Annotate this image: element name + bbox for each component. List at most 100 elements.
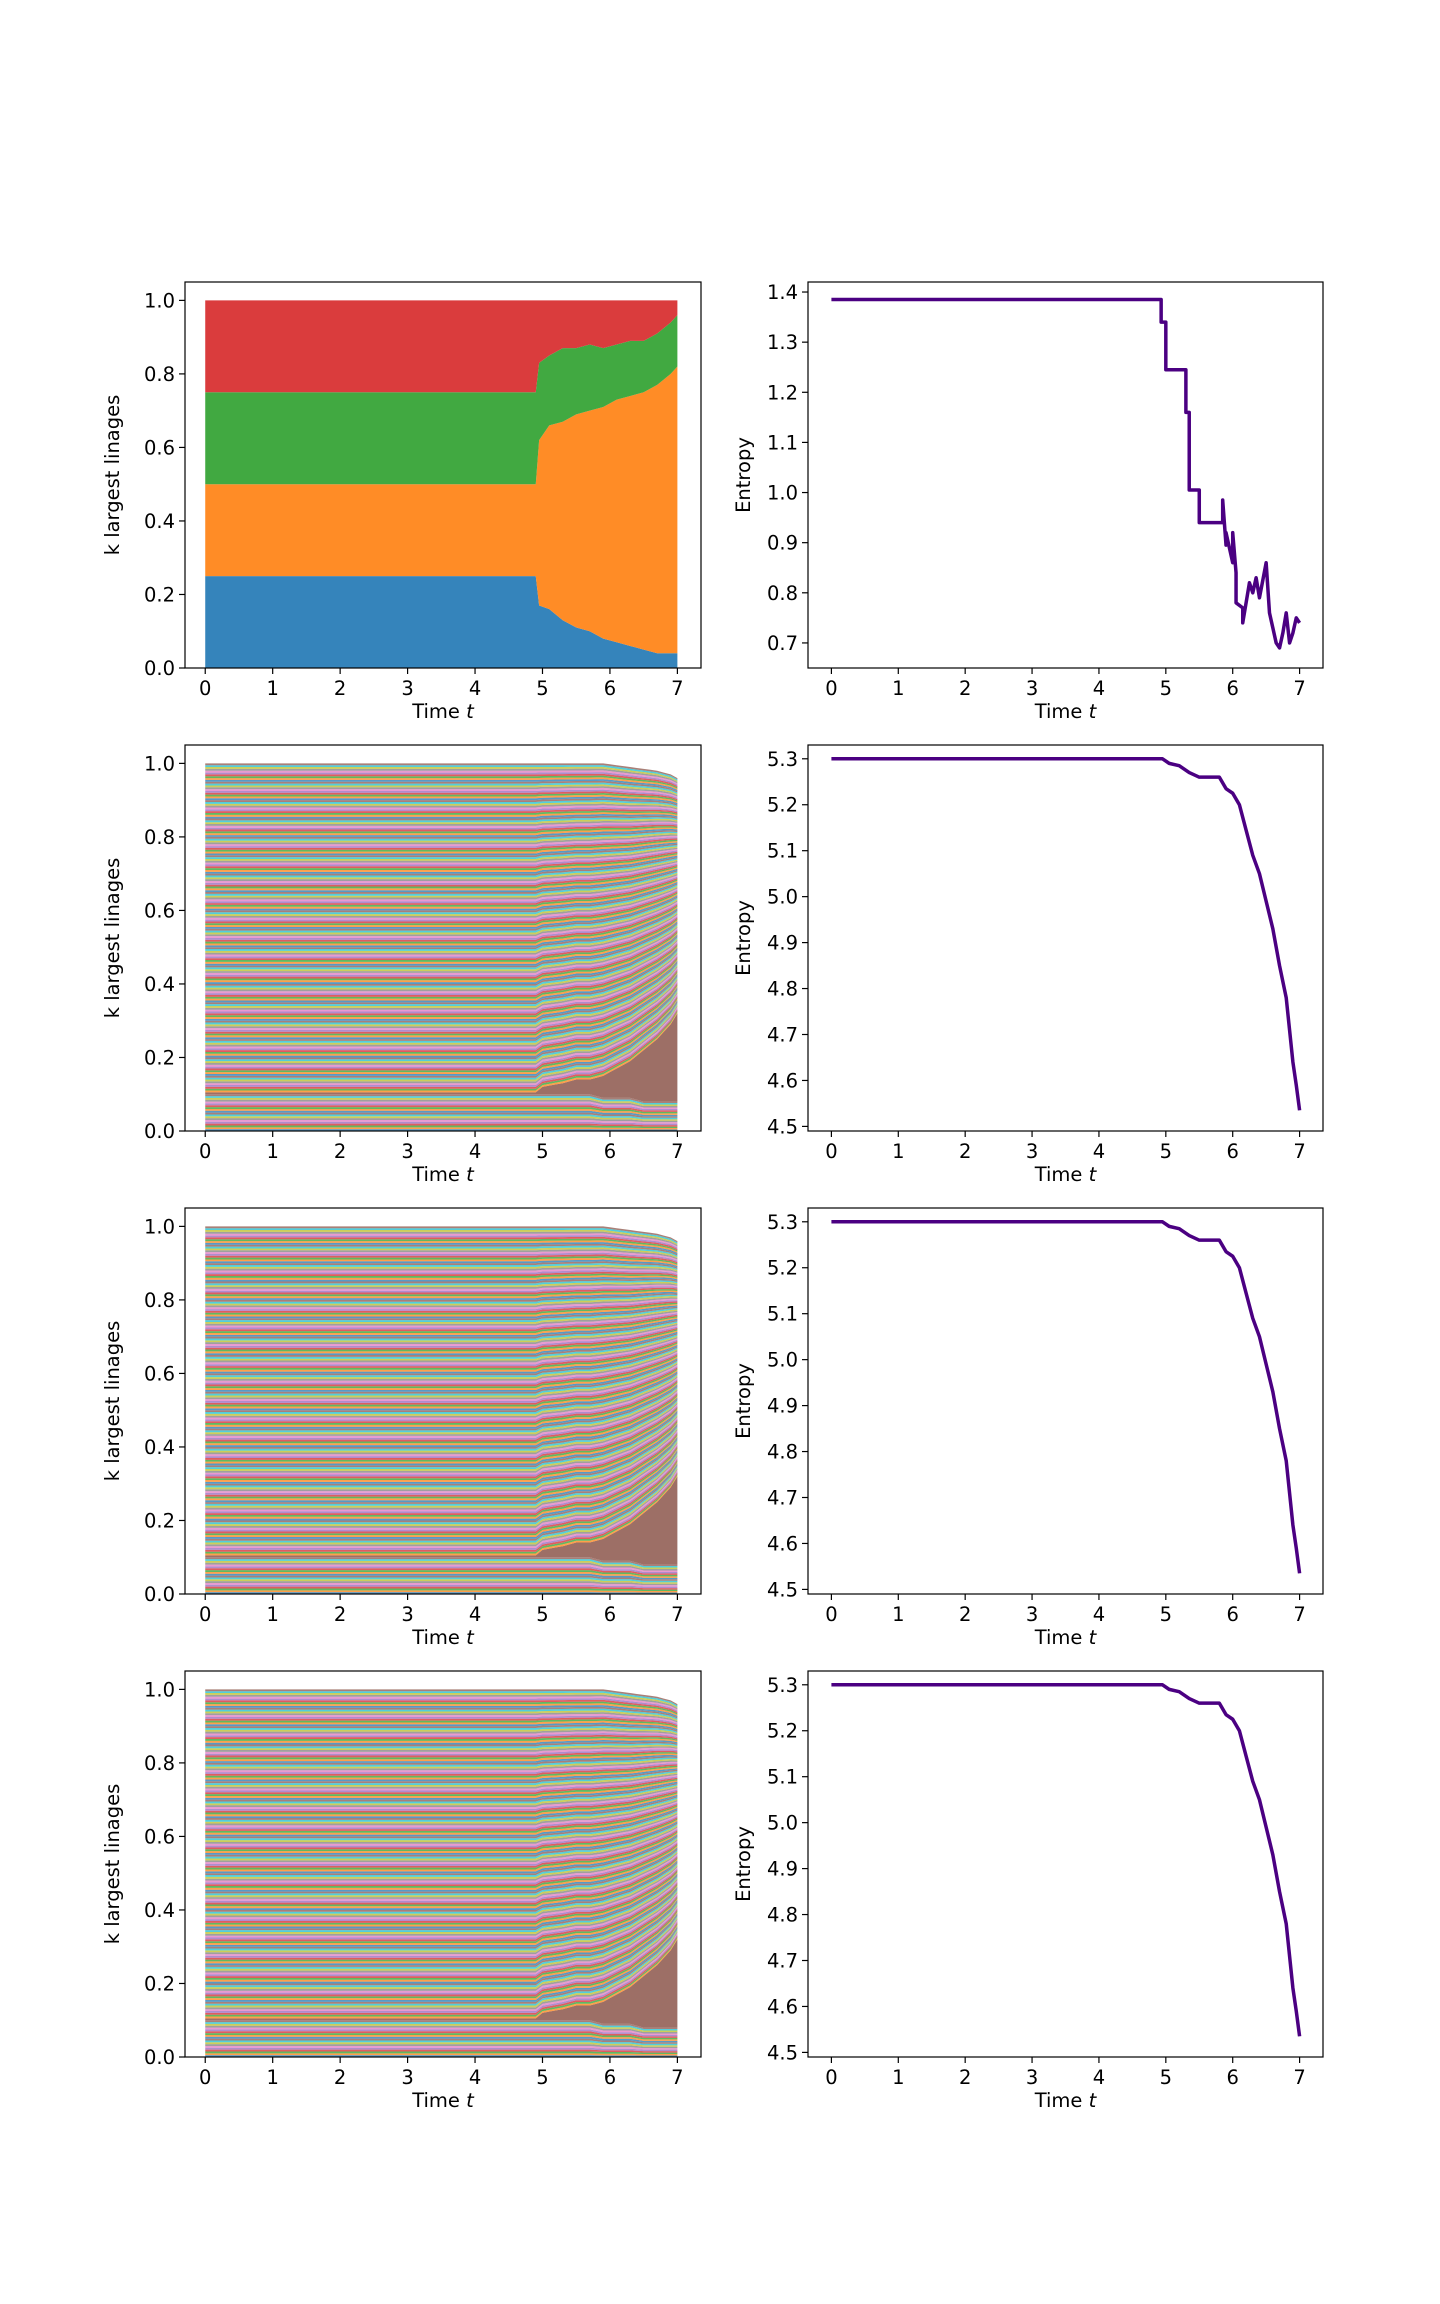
stack-band-lineage-194 (205, 773, 678, 788)
y-tick-label: 0.4 (144, 1899, 175, 1922)
chart-panel-row3-right: 0 1 2 3 4 5 6 7 4.5 4.6 4.7 4.8 4.9 5.0 5.1 5.2 5.3 Time … (732, 1207, 1324, 1649)
stack-band-lineage-197 (205, 1231, 678, 1247)
stack-band-lineage-170 (205, 1278, 678, 1284)
stack-band-lineage-160 (205, 1756, 678, 1765)
stack-band-lineage-193 (205, 775, 678, 789)
y-tick-label: 1.2 (767, 381, 798, 404)
x-tick-label: 4 (1093, 1603, 1105, 1626)
x-tick-label: 2 (334, 1603, 346, 1626)
stack-band-lineage-167 (205, 820, 678, 826)
x-tick-label: 7 (1293, 1603, 1305, 1626)
x-tick-label: 2 (959, 1140, 971, 1163)
x-tick-label: 6 (604, 2066, 616, 2089)
x-axis-label: Time t (411, 2089, 475, 2112)
chart-panel-row3-left: 0 1 2 3 4 5 6 7 0.0 0.2 0.4 0.6 0.8 1.0 Time t k larges… (101, 1207, 702, 1649)
stack-band-lineage-160 (205, 1293, 678, 1302)
stack-band-lineage-186 (205, 787, 678, 798)
stack-band-lineage-175 (205, 807, 678, 813)
stack-band-lineage-170 (205, 1741, 678, 1747)
stack-band-lineage-145 (205, 1776, 678, 1793)
stack-band-lineage-155 (205, 1300, 678, 1311)
y-axis-label: k largest linages (101, 858, 124, 1019)
stack-band-lineage-8 (205, 2042, 678, 2047)
stack-band-lineage-157 (205, 834, 678, 845)
stack-band-lineage-181 (205, 1259, 678, 1268)
stack-band-lineage-5 (205, 1121, 678, 1126)
x-tick-label: 1 (266, 677, 278, 700)
stack-band-lineage-9 (205, 1577, 678, 1583)
x-tick-label: 3 (1026, 677, 1038, 700)
stack-band-lineage-141 (205, 1781, 678, 1800)
plot-area (831, 1220, 1302, 1574)
chart-panel-row1-right: 0 1 2 3 4 5 6 7 0.7 0.8 0.9 1.0 1.1 1.2 1.3 1.4 Time t En… (732, 281, 1324, 723)
axes-frame (184, 744, 702, 1132)
x-tick-label: 3 (401, 1140, 413, 1163)
stack-band-lineage-152 (205, 1767, 678, 1780)
x-tick-label: 2 (959, 1603, 971, 1626)
stack-band-lineage-164 (205, 1750, 678, 1758)
stack-band-lineage-143 (205, 1779, 678, 1796)
x-tick-label: 3 (401, 1603, 413, 1626)
stack-band-lineage-146 (205, 1312, 678, 1328)
stack-band-lineage-13 (205, 2033, 678, 2040)
y-tick-label: 4.8 (767, 1904, 798, 1927)
x-tick-label: 4 (469, 1603, 481, 1626)
plot-area (205, 300, 678, 668)
x-tick-label: 6 (604, 1140, 616, 1163)
stack-band-lineage-150 (205, 1769, 678, 1784)
stack-band-lineage-20 (205, 1557, 678, 1567)
chart-panel-row4-left: 0 1 2 3 4 5 6 7 0.0 0.2 0.4 0.6 0.8 1.0 Time t k larges… (101, 1670, 702, 2112)
stack-band-lineage-165 (205, 1286, 678, 1293)
x-axis-label: Time t (1034, 2089, 1098, 2112)
stack-band-lineage-199 (205, 1691, 678, 1707)
stack-band-lineage-171 (205, 1740, 678, 1745)
stack-band-lineage-200 (205, 1689, 678, 1706)
stack-band-lineage-166 (205, 1284, 678, 1291)
stack-band-lineage-200 (205, 763, 678, 780)
entropy-line (831, 757, 1302, 1111)
x-tick-label: 4 (1093, 2066, 1105, 2089)
stack-band-lineage-182 (205, 794, 678, 804)
stack-band-lineage-2 (205, 1127, 678, 1130)
stack-band-lineage-8 (205, 1116, 678, 1121)
stack-band-lineage-141 (205, 1318, 678, 1337)
stack-band-lineage-193 (205, 1701, 678, 1715)
plot-area (831, 1683, 1302, 2037)
stack-band-lineage-147 (205, 1310, 678, 1326)
stack-band-lineage-173 (205, 810, 678, 815)
x-tick-label: 0 (199, 1603, 211, 1626)
stack-band-lineage-193 (205, 1238, 678, 1252)
stack-band-lineage-16 (205, 1101, 678, 1109)
stack-band-lineage-175 (205, 1733, 678, 1739)
stack-band-lineage-17 (205, 1562, 678, 1571)
stack-band-lineage-19 (205, 2022, 678, 2031)
stack-band-lineage-3 (205, 315, 678, 485)
y-tick-label: 0.6 (144, 436, 175, 459)
stack-band-lineage-12 (205, 1108, 678, 1115)
x-tick-label: 1 (266, 1603, 278, 1626)
stack-band-lineage-160 (205, 830, 678, 839)
stack-band-lineage-158 (205, 1296, 678, 1306)
stack-band-lineage-159 (205, 1757, 678, 1767)
stack-band-lineage-176 (205, 1268, 678, 1274)
stack-band-lineage-7 (205, 1581, 678, 1586)
y-tick-label: 0.4 (144, 510, 175, 533)
x-axis-label-variable: t (1089, 1163, 1098, 1186)
stack-band-lineage-179 (205, 800, 678, 807)
stack-band-lineage-5 (205, 2047, 678, 2052)
stack-band-lineage-188 (205, 1710, 678, 1722)
stack-band-lineage-200 (205, 1226, 678, 1243)
x-tick-label: 6 (1226, 677, 1238, 700)
stack-band-lineage-172 (205, 1738, 678, 1743)
stack-band-lineage-185 (205, 1715, 678, 1726)
x-tick-label: 5 (1160, 677, 1172, 700)
y-tick-label: 1.0 (144, 752, 175, 775)
x-tick-label: 5 (536, 2066, 548, 2089)
stack-band-lineage-190 (205, 1243, 678, 1256)
y-tick-label: 0.7 (767, 632, 798, 655)
stack-band-lineage-10 (205, 1112, 678, 1118)
stack-band-lineage-170 (205, 815, 678, 821)
stack-band-lineage-151 (205, 1768, 678, 1782)
stack-band-lineage-19 (205, 1559, 678, 1568)
stack-band-lineage-152 (205, 1304, 678, 1317)
